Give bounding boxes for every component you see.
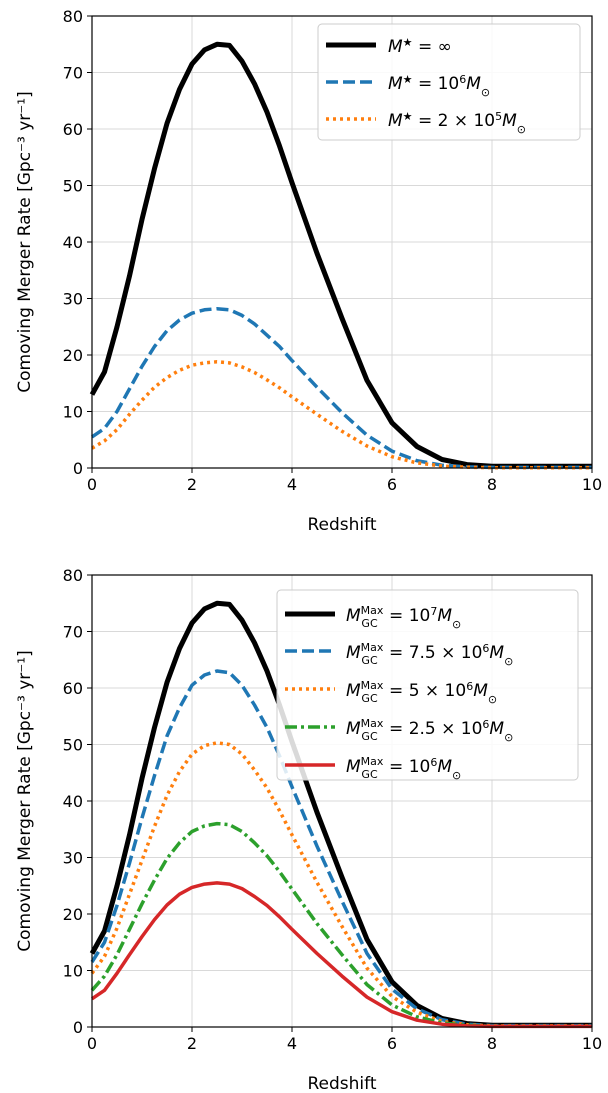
top-y-tick-label: 20 (63, 346, 83, 365)
top-y-tick-label: 40 (63, 233, 83, 252)
bottom-legend-box (276, 589, 579, 781)
top-legend-box (317, 23, 581, 141)
top-series-line-3 (91, 360, 592, 470)
bottom-y-tick-label: 60 (63, 679, 83, 698)
top-x-tick-label: 10 (582, 475, 602, 494)
bottom-series-line-3 (90, 741, 592, 1028)
bottom-legend-label-3: MMax GC = 5 × 106M⊙ (346, 679, 497, 706)
bottom-y-tick-label: 80 (63, 566, 83, 585)
top-x-tick-label: 2 (187, 475, 197, 494)
top-y-axis-label: Comoving Merger Rate [Gpc⁻³ yr⁻¹] (15, 91, 35, 392)
bottom-legend: MMax GC = 107M⊙ MMax GC = 7.5 × 106M⊙ MMax… (276, 589, 579, 782)
top-ticks: 0 2 4 6 8 10 0 10 20 30 40 50 60 70 80 (63, 7, 603, 494)
top-series-lines (89, 41, 592, 470)
top-y-tick-label: 70 (63, 64, 83, 83)
bottom-legend-label-4: MMax GC = 2.5 × 106M⊙ (346, 717, 513, 744)
bottom-y-axis-label: Comoving Merger Rate [Gpc⁻³ yr⁻¹] (15, 650, 35, 951)
bottom-panel: 0 2 4 6 8 10 0 10 20 30 40 50 60 70 80 Redshift Comovi… (15, 566, 602, 1093)
top-series-line-1 (89, 41, 592, 469)
top-series-line-2 (91, 306, 592, 470)
bottom-y-tick-label: 50 (63, 736, 83, 755)
bottom-x-tick-label: 10 (582, 1034, 602, 1053)
top-legend-label-3: M★ = 2 × 105M⊙ (388, 110, 526, 136)
top-y-tick-label: 10 (63, 403, 83, 422)
bottom-x-tick-label: 8 (487, 1034, 497, 1053)
bottom-x-axis-label: Redshift (307, 1074, 376, 1093)
top-legend-label-1: M★ = ∞ (388, 36, 452, 58)
bottom-y-tick-label: 10 (63, 962, 83, 981)
top-x-tick-label: 8 (487, 475, 497, 494)
top-y-tick-label: 50 (63, 177, 83, 196)
top-y-tick-label: 60 (63, 120, 83, 139)
top-x-tick-label: 0 (87, 475, 97, 494)
bottom-y-tick-label: 20 (63, 905, 83, 924)
bottom-x-tick-label: 2 (187, 1034, 197, 1053)
bottom-legend-label-2: MMax GC = 7.5 × 106M⊙ (346, 641, 513, 668)
bottom-series-line-4 (90, 821, 592, 1028)
bottom-series-lines (89, 600, 592, 1029)
top-x-axis-label: Redshift (307, 515, 376, 535)
bottom-y-tick-label: 70 (63, 623, 83, 642)
bottom-series-line-5 (91, 881, 592, 1029)
top-y-tick-label: 0 (73, 459, 83, 478)
top-panel: 0 2 4 6 8 10 0 10 20 30 40 50 60 70 80 Redshift Comovi… (15, 7, 602, 535)
top-y-tick-label: 80 (63, 7, 83, 26)
top-x-tick-label: 4 (287, 475, 297, 494)
bottom-x-tick-label: 0 (87, 1034, 97, 1053)
bottom-y-tick-label: 30 (63, 849, 83, 868)
bottom-y-tick-label: 40 (63, 792, 83, 811)
top-legend: M★ = ∞ M★ = 106M⊙ M★ = 2 × 105M⊙ (317, 23, 581, 141)
bottom-x-tick-label: 4 (287, 1034, 297, 1053)
bottom-y-tick-label: 0 (73, 1018, 83, 1037)
bottom-ticks: 0 2 4 6 8 10 0 10 20 30 40 50 60 70 80 (63, 566, 603, 1053)
bottom-legend-label-5: MMax GC = 106M⊙ (346, 755, 461, 782)
bottom-x-tick-label: 6 (387, 1034, 397, 1053)
bottom-legend-label-1: MMax GC = 107M⊙ (346, 604, 461, 631)
top-y-tick-label: 30 (63, 290, 83, 309)
top-x-tick-label: 6 (387, 475, 397, 494)
top-legend-label-2: M★ = 106M⊙ (388, 73, 490, 99)
